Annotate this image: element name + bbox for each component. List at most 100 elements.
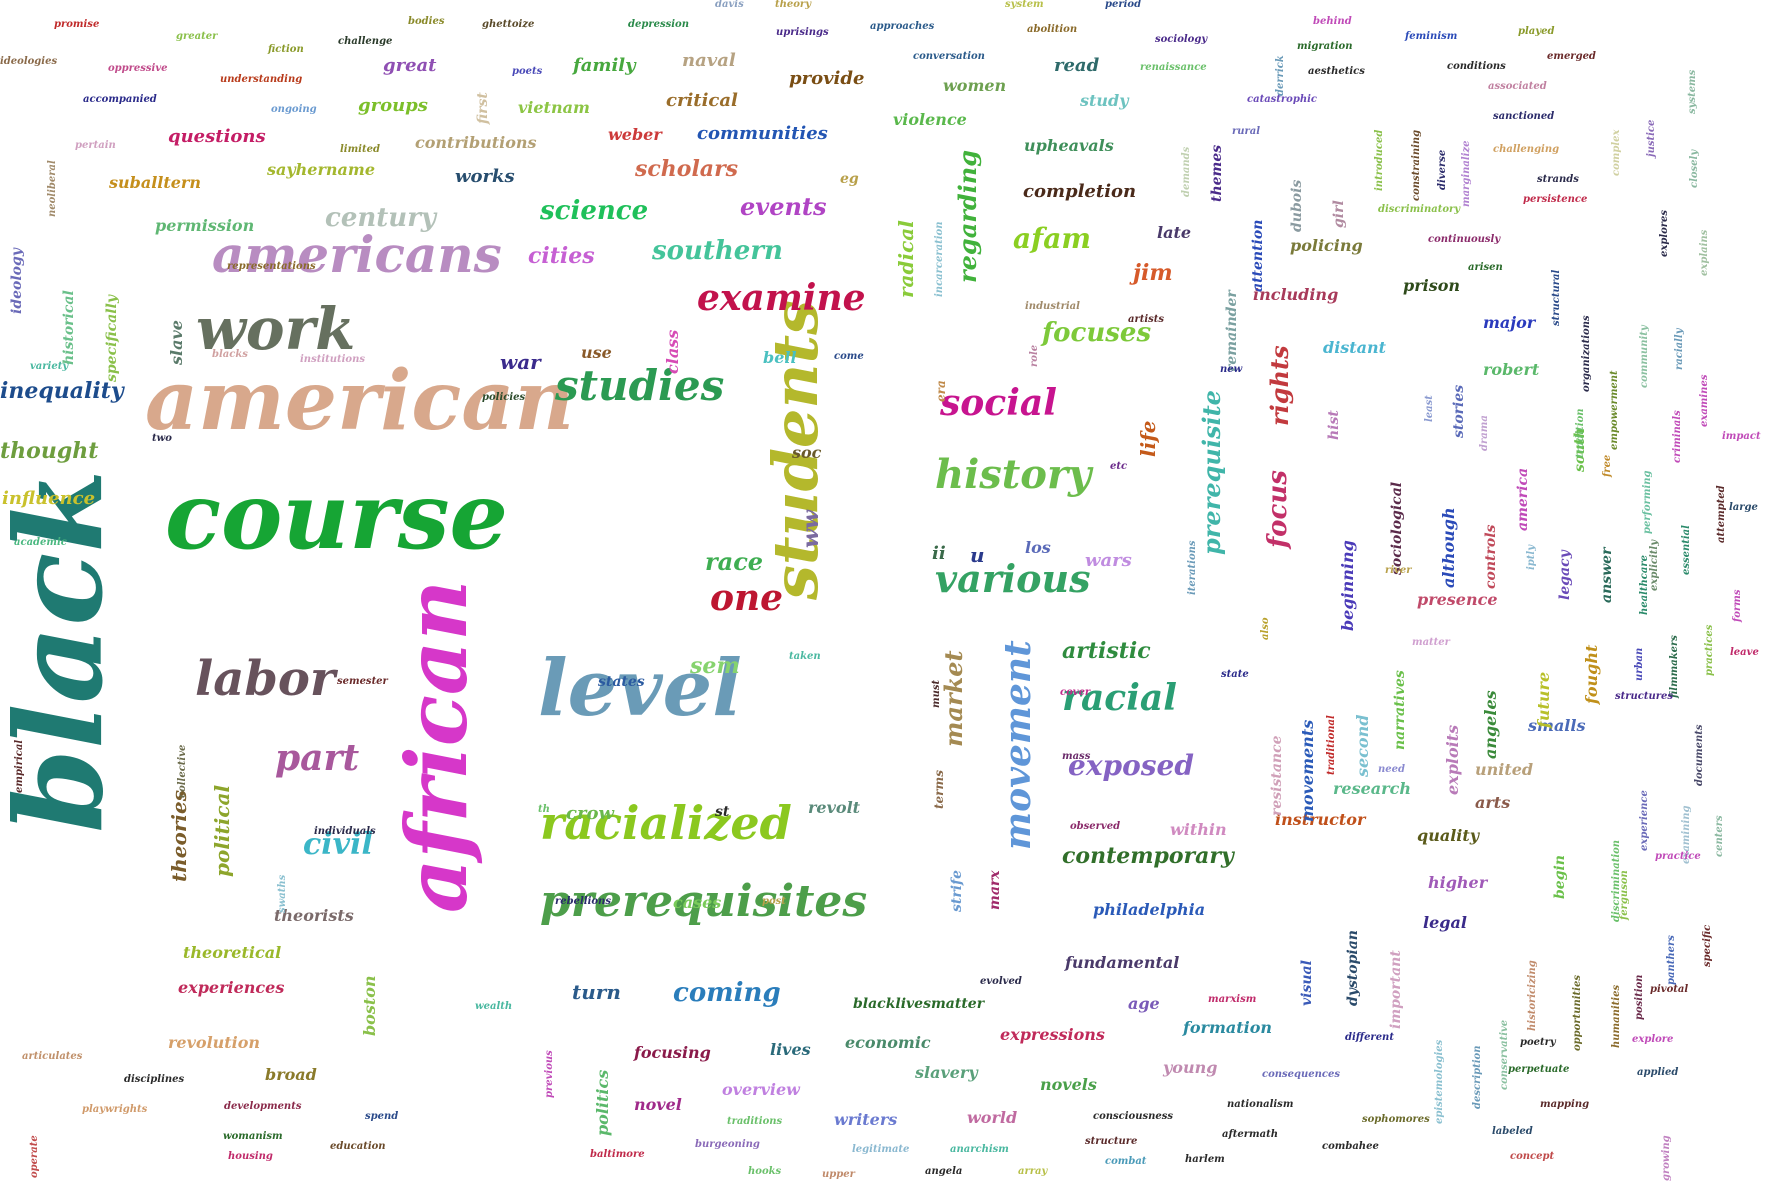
word-quality: quality <box>1417 826 1480 845</box>
word-upper: upper <box>822 1169 855 1180</box>
word-humanities: humanities <box>1611 985 1622 1049</box>
word-consequences: consequences <box>1262 1069 1340 1080</box>
word-aesthetics: aesthetics <box>1308 66 1365 77</box>
word-strands: strands <box>1537 174 1579 185</box>
word-historical: historical <box>61 290 77 365</box>
word-level: level <box>538 643 742 734</box>
word-variety: variety <box>30 361 69 372</box>
word-academic: academic <box>14 537 67 548</box>
word-migration: migration <box>1297 41 1353 52</box>
word-conversation: conversation <box>913 51 985 62</box>
word-wealth: wealth <box>475 1001 513 1012</box>
word-housing: housing <box>228 1151 273 1162</box>
word-presence: presence <box>1417 590 1498 609</box>
word-labeled: labeled <box>1492 1126 1533 1137</box>
word-states: states <box>598 674 645 690</box>
word-questions: questions <box>168 126 266 147</box>
word-history: history <box>935 451 1092 498</box>
word-scholars: scholars <box>635 156 739 182</box>
word-constraining: constraining <box>1411 130 1422 202</box>
word-th: th <box>538 804 550 815</box>
word-description: description <box>1472 1045 1483 1109</box>
word-taken: taken <box>789 651 821 662</box>
word-pertain: pertain <box>75 140 116 151</box>
word-various: various <box>935 556 1091 601</box>
word-second: second <box>1353 715 1372 778</box>
word-iptly: iptly <box>1526 545 1537 571</box>
word-anarchism: anarchism <box>950 1144 1009 1155</box>
word-rural: rural <box>1232 126 1261 137</box>
word-young: young <box>1163 1058 1218 1077</box>
word-nationalism: nationalism <box>1227 1099 1294 1110</box>
word-science: science <box>540 196 649 226</box>
word-iterations: iterations <box>1187 540 1198 595</box>
word-weber: weber <box>608 125 662 144</box>
word-part: part <box>275 737 360 779</box>
word-focusing: focusing <box>634 1043 711 1062</box>
word-marxism: marxism <box>1208 994 1257 1005</box>
word-abolition: abolition <box>1027 24 1078 35</box>
word-contributions: contributions <box>415 133 537 152</box>
word-future: future <box>1534 672 1553 729</box>
word-turn: turn <box>572 980 621 1004</box>
word-structures: structures <box>1615 691 1674 702</box>
word-different: different <box>1345 1032 1394 1043</box>
word-demands: demands <box>1181 147 1192 198</box>
word-influence: influence <box>2 488 96 509</box>
word-come: come <box>834 351 864 362</box>
word-baltimore: baltimore <box>590 1149 645 1160</box>
word-array: array <box>1018 1166 1048 1177</box>
word-continuously: continuously <box>1428 234 1501 245</box>
word-explains: explains <box>1699 230 1710 277</box>
word-legal: legal <box>1423 913 1467 932</box>
word-essential: essential <box>1681 525 1692 575</box>
word-radical: radical <box>894 220 918 298</box>
word-cover: cover <box>1060 687 1091 698</box>
word-market: market <box>939 650 968 747</box>
word-drama: drama <box>1479 415 1490 451</box>
word-los: los <box>1025 538 1051 557</box>
word-focuses: focuses <box>1042 318 1152 348</box>
word-philadelphia: philadelphia <box>1093 900 1206 919</box>
word-uprisings: uprisings <box>776 27 829 38</box>
word-communities: communities <box>697 123 828 144</box>
word-era: era <box>934 380 948 402</box>
word-vietnam: vietnam <box>518 98 590 117</box>
word-within: within <box>1170 820 1227 839</box>
word-new: new <box>1220 364 1243 375</box>
word-one: one <box>710 577 784 619</box>
word-rights: rights <box>1265 345 1294 426</box>
word-collective: collective <box>177 745 188 799</box>
word-american: american <box>145 353 575 449</box>
word-smalls: smalls <box>1528 716 1586 735</box>
word-mass: mass <box>1062 751 1091 762</box>
word-justice: justice <box>1646 120 1657 158</box>
word-understanding: understanding <box>220 74 303 85</box>
word-promise: promise <box>54 19 100 30</box>
word-combahee: combahee <box>1322 1141 1379 1152</box>
word-opportunities: opportunities <box>1572 975 1583 1051</box>
word-discriminatory: discriminatory <box>1378 204 1461 215</box>
word-writers: writers <box>834 1110 898 1129</box>
word-matter: matter <box>1412 637 1450 648</box>
word-contemporary: contemporary <box>1062 843 1234 869</box>
word-sophomores: sophomores <box>1362 1114 1430 1125</box>
word-theorists: theorists <box>274 906 354 925</box>
word-aftermath: aftermath <box>1222 1129 1278 1140</box>
word-first: first <box>475 92 491 124</box>
word-lives: lives <box>770 1040 811 1059</box>
word-fiction: fiction <box>268 44 304 55</box>
word-cases: cases <box>673 893 722 912</box>
word-ghettoize: ghettoize <box>482 19 535 30</box>
word-artists: artists <box>1128 314 1165 325</box>
word-mapping: mapping <box>1540 1099 1590 1110</box>
word-burgeoning: burgeoning <box>695 1139 760 1150</box>
word-empowerment: empowerment <box>1609 370 1620 450</box>
word-attention: attention <box>1250 220 1266 293</box>
word-remainder: remainder <box>1224 290 1240 372</box>
word-coming: coming <box>673 978 781 1008</box>
word-controls: controls <box>1483 525 1499 590</box>
word-girl: girl <box>1331 200 1347 228</box>
word-fundamental: fundamental <box>1065 953 1180 972</box>
word-structure: structure <box>1085 1136 1138 1147</box>
